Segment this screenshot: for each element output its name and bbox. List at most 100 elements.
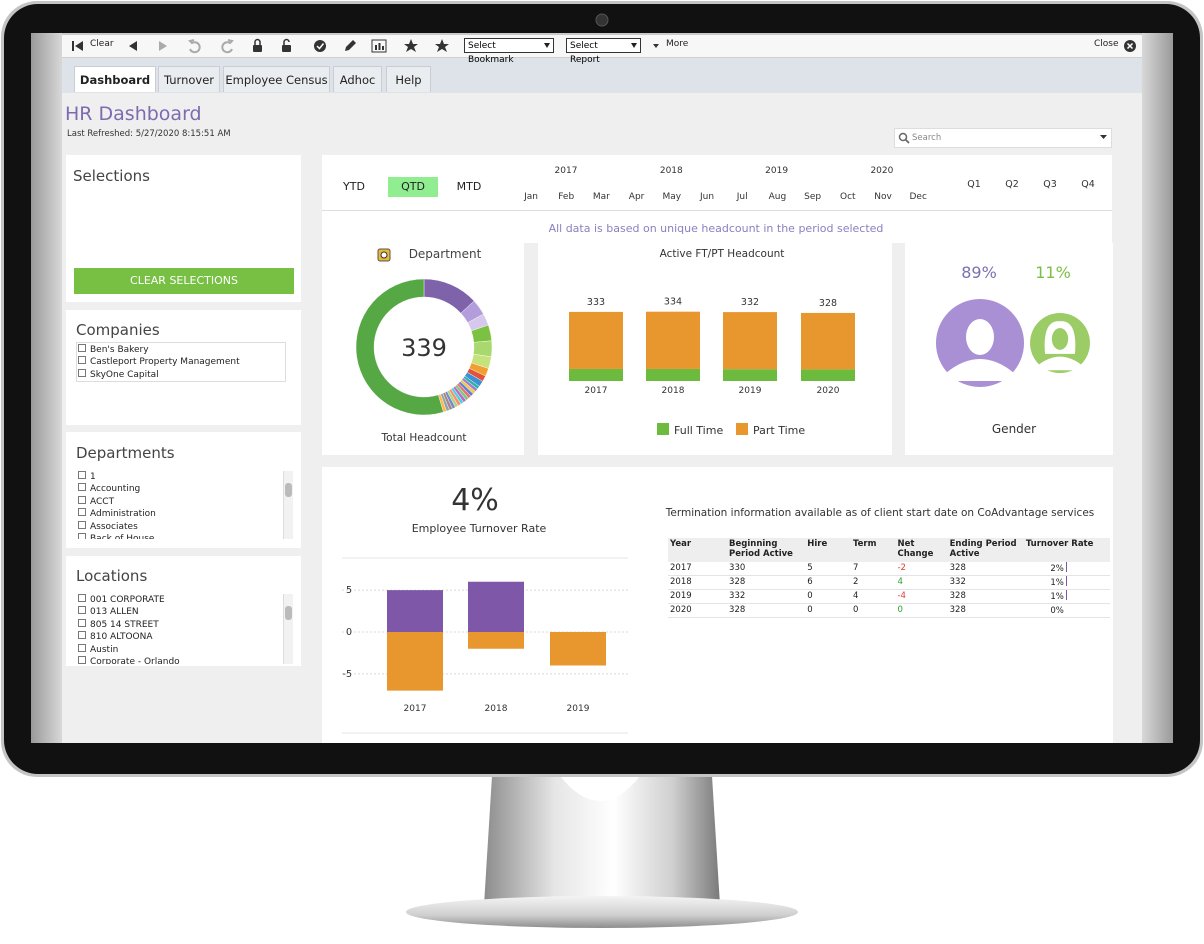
close-button[interactable]: Close bbox=[1094, 39, 1119, 49]
gender-chart: 89% 11% bbox=[935, 263, 1090, 388]
list-item[interactable]: 810 ALTOONA bbox=[78, 631, 278, 643]
checkbox[interactable] bbox=[78, 471, 86, 479]
termination-table: Year Beginning Period Active Hire Term Net C… bbox=[668, 538, 1110, 618]
icon-check[interactable] bbox=[314, 40, 326, 52]
checkbox[interactable] bbox=[78, 368, 86, 377]
quarter-label[interactable]: Q3 bbox=[1043, 179, 1057, 190]
checkbox[interactable] bbox=[78, 618, 86, 627]
icon-forward[interactable] bbox=[159, 41, 167, 51]
rate-label: 0% bbox=[1050, 606, 1064, 616]
checkbox[interactable] bbox=[78, 344, 86, 352]
icon-chart[interactable] bbox=[371, 39, 387, 53]
list-item[interactable]: ACCT bbox=[78, 495, 278, 508]
quarter-label[interactable]: Q1 bbox=[967, 179, 981, 190]
icon-bookmark[interactable] bbox=[435, 39, 449, 52]
column-header: Term bbox=[850, 538, 896, 562]
checkbox[interactable] bbox=[78, 483, 86, 492]
icon-back[interactable] bbox=[129, 41, 137, 51]
departments-scrollbar[interactable] bbox=[283, 471, 293, 539]
month-label[interactable]: Mar bbox=[592, 192, 610, 202]
x-tick-label: 2018 bbox=[662, 386, 685, 396]
month-label[interactable]: Nov bbox=[874, 192, 892, 202]
list-item[interactable]: 1 bbox=[78, 471, 278, 483]
checkbox[interactable] bbox=[78, 520, 86, 529]
checkbox[interactable] bbox=[78, 631, 86, 640]
year-label[interactable]: 2017 bbox=[554, 166, 578, 176]
month-label[interactable]: Apr bbox=[628, 192, 645, 202]
icon-clear[interactable] bbox=[75, 41, 83, 51]
legend-swatch bbox=[736, 423, 748, 435]
checkbox[interactable] bbox=[78, 606, 86, 615]
table-cell: 4 bbox=[895, 575, 948, 590]
month-label[interactable]: Jan bbox=[524, 192, 538, 202]
period-mode[interactable]: QTD bbox=[388, 177, 438, 197]
icon-edit[interactable] bbox=[345, 40, 356, 51]
list-item[interactable]: Austin bbox=[78, 643, 278, 656]
donut-center-value: 339 bbox=[401, 334, 447, 362]
year-label[interactable]: 2019 bbox=[765, 166, 789, 176]
month-label[interactable]: Aug bbox=[768, 192, 787, 202]
month-label[interactable]: Dec bbox=[909, 192, 927, 202]
checkbox[interactable] bbox=[78, 508, 86, 517]
tab[interactable]: Adhoc bbox=[333, 66, 382, 92]
icon-more[interactable] bbox=[653, 44, 659, 48]
quarter-label[interactable]: Q4 bbox=[1081, 179, 1095, 190]
list-item[interactable]: Ben's Bakery bbox=[78, 344, 283, 356]
month-label[interactable]: Jul bbox=[736, 192, 748, 202]
search-box[interactable]: Search bbox=[894, 128, 1112, 148]
x-tick-label: 2017 bbox=[585, 386, 608, 396]
locations-scrollbar[interactable] bbox=[283, 594, 293, 664]
checkbox[interactable] bbox=[78, 656, 86, 664]
gender-title: Gender bbox=[991, 422, 1037, 436]
icon-lock[interactable] bbox=[253, 45, 262, 52]
month-label[interactable]: May bbox=[662, 192, 682, 202]
icon-bookmark-add[interactable] bbox=[404, 39, 418, 52]
list-item[interactable]: Corporate - Orlando bbox=[78, 656, 278, 664]
month-label[interactable]: Jun bbox=[699, 192, 715, 202]
list-item[interactable]: Back of House bbox=[78, 533, 278, 539]
icon-redo[interactable] bbox=[221, 39, 234, 54]
tab[interactable]: Help bbox=[386, 66, 431, 92]
period-mode[interactable]: YTD bbox=[343, 180, 365, 193]
tab[interactable]: Employee Census bbox=[223, 66, 330, 92]
checkbox[interactable] bbox=[78, 356, 86, 365]
headcount-title: Active FT/PT Headcount bbox=[659, 248, 785, 260]
quarter-label[interactable]: Q2 bbox=[1005, 179, 1019, 190]
bookmark-select[interactable]: Select Bookmark bbox=[464, 38, 554, 65]
year-label[interactable]: 2020 bbox=[870, 166, 894, 176]
period-mode[interactable]: MTD bbox=[456, 180, 482, 193]
table-cell: 328 bbox=[947, 562, 1024, 576]
checkbox[interactable] bbox=[78, 533, 86, 539]
departments-title: Departments bbox=[76, 444, 175, 462]
item-label: 1 bbox=[90, 472, 96, 482]
bar-total-label: 332 bbox=[741, 297, 759, 308]
icon-unlock[interactable] bbox=[282, 45, 291, 52]
checkbox[interactable] bbox=[78, 594, 86, 602]
list-item[interactable]: 805 14 STREET bbox=[78, 618, 278, 631]
report-select[interactable]: Select Report bbox=[566, 38, 641, 65]
checkbox[interactable] bbox=[78, 643, 86, 652]
clear-button[interactable]: Clear bbox=[90, 39, 114, 49]
tab[interactable]: Dashboard bbox=[74, 66, 156, 92]
list-item[interactable]: Castleport Property Management bbox=[78, 356, 283, 368]
bar-segment bbox=[801, 312, 855, 370]
checkbox[interactable] bbox=[78, 495, 86, 504]
month-label[interactable]: Sep bbox=[804, 192, 822, 202]
table-cell: 332 bbox=[727, 589, 806, 604]
month-label[interactable]: Feb bbox=[558, 192, 575, 202]
y-tick-label: 0 bbox=[346, 627, 352, 638]
list-item[interactable]: Associates bbox=[78, 520, 278, 533]
tab[interactable]: Turnover bbox=[158, 66, 220, 92]
list-item[interactable]: 013 ALLEN bbox=[78, 606, 278, 618]
list-item[interactable]: 001 CORPORATE bbox=[78, 594, 278, 606]
more-button[interactable]: More bbox=[666, 39, 689, 49]
list-item[interactable]: SkyOne Capital bbox=[78, 368, 283, 381]
icon-undo[interactable] bbox=[188, 39, 201, 54]
year-label[interactable]: 2018 bbox=[659, 166, 683, 176]
list-item[interactable]: Accounting bbox=[78, 483, 278, 495]
clear-selections-button[interactable]: CLEAR SELECTIONS bbox=[74, 268, 294, 294]
month-label[interactable]: Oct bbox=[840, 192, 856, 202]
list-item[interactable]: Administration bbox=[78, 508, 278, 520]
department-icon[interactable] bbox=[377, 248, 391, 262]
